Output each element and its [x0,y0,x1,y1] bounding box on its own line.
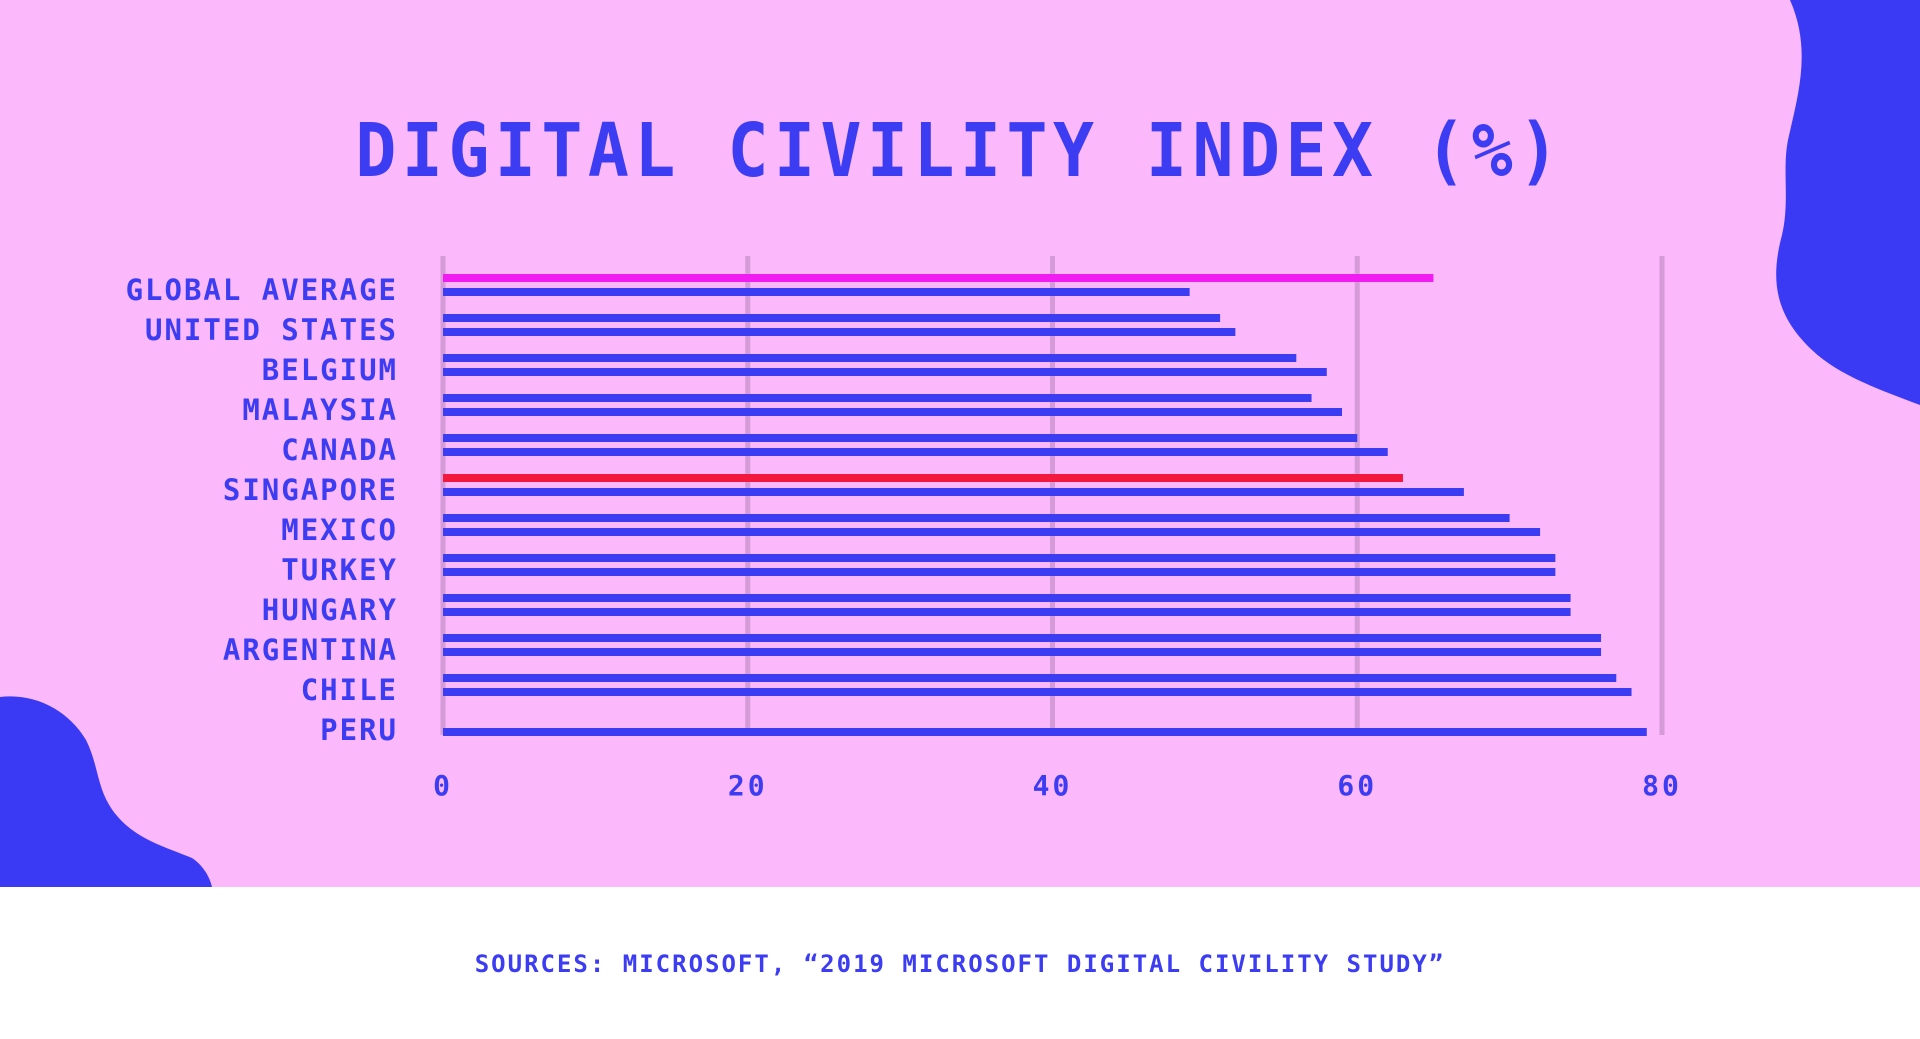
category-label: HUNGARY [262,593,398,627]
category-label: ARGENTINA [223,633,398,667]
x-tick-label: 80 [1642,769,1682,802]
bar [443,608,1571,616]
bar [443,354,1297,362]
bar [443,514,1510,522]
x-axis-ticks: 0 20 40 60 80 [433,769,1682,802]
bar [443,328,1236,336]
bar [443,314,1221,322]
bar [443,648,1602,656]
category-label: MALAYSIA [242,393,398,427]
bar-chart: GLOBAL AVERAGE UNITED STATES BELGIUM MALAYS… [126,256,1682,802]
bar [443,634,1602,642]
bar [443,568,1556,576]
bar [443,474,1403,482]
decorative-blob-bottom-left [0,696,212,887]
bars [443,274,1647,736]
category-label: SINGAPORE [223,473,398,507]
x-tick-label: 20 [728,769,768,802]
category-labels: GLOBAL AVERAGE UNITED STATES BELGIUM MALAYS… [126,273,398,747]
category-label: MEXICO [281,513,398,547]
category-label: BELGIUM [262,353,398,387]
category-label: CHILE [301,673,398,707]
bar [443,434,1358,442]
bar [443,728,1647,736]
x-tick-label: 60 [1337,769,1377,802]
source-note: SOURCES: MICROSOFT, “2019 MICROSOFT DIGI… [474,950,1446,978]
bar [443,554,1556,562]
category-label: GLOBAL AVERAGE [126,273,398,307]
category-label: CANADA [281,433,398,467]
poster-background: DIGITAL CIVILITY INDEX (%) GLOBAL AVERAG… [0,0,1920,887]
category-label: UNITED STATES [145,313,398,347]
bar [443,288,1190,296]
bar [443,368,1327,376]
bar [443,688,1632,696]
decorative-blob-top-right [1776,0,1920,405]
bar [443,674,1617,682]
bar [443,528,1541,536]
category-label: PERU [320,713,398,747]
x-tick-label: 0 [433,769,453,802]
bar [443,488,1464,496]
bar [443,448,1388,456]
bar [443,408,1343,416]
bar [443,274,1434,282]
bar [443,594,1571,602]
category-label: TURKEY [281,553,398,587]
bar [443,394,1312,402]
chart-title: DIGITAL CIVILITY INDEX (%) [355,108,1565,194]
x-tick-label: 40 [1033,769,1073,802]
